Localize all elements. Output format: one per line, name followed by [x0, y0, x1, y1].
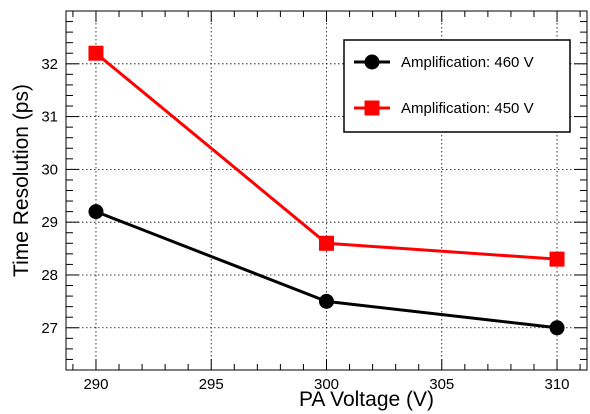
y-tick-label: 30	[41, 161, 58, 178]
legend-marker-square	[364, 100, 380, 116]
y-tick-label: 27	[41, 320, 58, 337]
y-tick-label: 29	[41, 214, 58, 231]
series-layer	[88, 45, 565, 336]
x-tick-label: 300	[314, 376, 339, 393]
data-point-circle	[549, 320, 565, 336]
series-line	[95, 210, 558, 330]
legend-item: Amplification: 450 V	[354, 100, 534, 117]
x-tick-label: 295	[199, 376, 224, 393]
y-tick-label: 32	[41, 56, 58, 73]
x-tick-label: 305	[429, 376, 454, 393]
x-tick-label: 310	[545, 376, 570, 393]
legend-label: Amplification: 450 V	[401, 100, 534, 117]
data-point-circle	[88, 204, 104, 220]
legend-label: Amplification: 460 V	[401, 54, 534, 71]
grid-lines	[66, 11, 587, 370]
x-tick-label: 290	[83, 376, 108, 393]
y-tick-label: 31	[41, 109, 58, 126]
data-point-circle	[319, 293, 334, 309]
legend-item: Amplification: 460 V	[354, 54, 534, 71]
series-amplification-460v	[88, 204, 565, 336]
axis-ticks	[66, 10, 587, 371]
x-axis-tick-labels: 290 295 300 305 310	[83, 376, 569, 393]
series-amplification-450v	[88, 45, 565, 267]
legend-marker-circle	[364, 54, 380, 70]
data-point-square	[319, 235, 334, 251]
x-axis-title: PA Voltage (V)	[299, 388, 434, 411]
y-tick-label: 28	[41, 267, 58, 284]
y-axis-title: Time Resolution (ps)	[10, 84, 33, 277]
data-point-square	[88, 45, 104, 61]
y-axis-tick-labels: 27 28 29 30 31 32	[41, 56, 58, 337]
legend: Amplification: 460 V Amplification: 450 V	[343, 39, 571, 133]
legend-box	[343, 39, 571, 133]
data-point-square	[549, 251, 565, 267]
